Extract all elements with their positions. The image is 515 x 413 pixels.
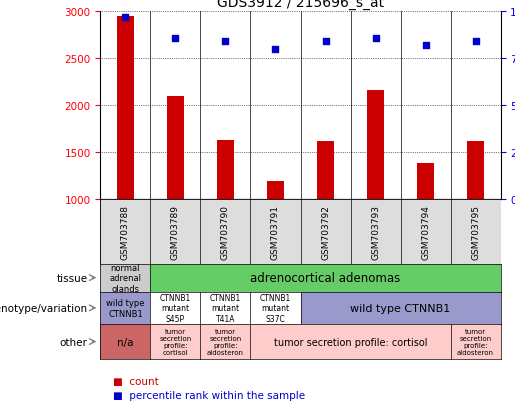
Point: [371, 36, 380, 42]
Text: wild type
CTNNB1: wild type CTNNB1: [106, 299, 145, 318]
Text: GSM703790: GSM703790: [221, 204, 230, 259]
Text: normal
adrenal
glands: normal adrenal glands: [109, 263, 142, 293]
Text: genotype/variation: genotype/variation: [0, 303, 88, 313]
Bar: [167, 97, 184, 200]
Bar: [317, 142, 334, 200]
Text: CTNNB1
mutant
S37C: CTNNB1 mutant S37C: [260, 293, 291, 323]
Bar: [217, 141, 234, 200]
Text: GSM703794: GSM703794: [421, 204, 430, 259]
Text: GSM703795: GSM703795: [471, 204, 480, 259]
Bar: [417, 163, 434, 200]
Point: [321, 39, 330, 46]
Text: GSM703789: GSM703789: [171, 204, 180, 259]
Text: wild type CTNNB1: wild type CTNNB1: [350, 303, 451, 313]
Bar: [267, 181, 284, 200]
Text: other: other: [60, 337, 88, 347]
Text: adrenocortical adenomas: adrenocortical adenomas: [250, 271, 401, 285]
Title: GDS3912 / 215696_s_at: GDS3912 / 215696_s_at: [217, 0, 384, 10]
Point: [171, 36, 180, 42]
Text: ■  percentile rank within the sample: ■ percentile rank within the sample: [113, 390, 305, 400]
Text: tumor
secretion
profile:
aldosteron: tumor secretion profile: aldosteron: [457, 328, 494, 355]
Text: tumor
secretion
profile:
aldosteron: tumor secretion profile: aldosteron: [207, 328, 244, 355]
Point: [122, 15, 130, 21]
Text: CTNNB1
mutant
T41A: CTNNB1 mutant T41A: [210, 293, 241, 323]
Bar: [467, 142, 484, 200]
Point: [421, 43, 430, 50]
Text: tumor secretion profile: cortisol: tumor secretion profile: cortisol: [274, 337, 427, 347]
Text: GSM703791: GSM703791: [271, 204, 280, 259]
Point: [471, 39, 479, 46]
Text: tumor
secretion
profile:
cortisol: tumor secretion profile: cortisol: [159, 328, 192, 355]
Point: [221, 39, 230, 46]
Text: GSM703788: GSM703788: [121, 204, 130, 259]
Text: ■  count: ■ count: [113, 376, 159, 386]
Text: tissue: tissue: [57, 273, 88, 283]
Bar: [367, 91, 384, 200]
Point: [271, 47, 280, 53]
Text: GSM703793: GSM703793: [371, 204, 380, 259]
Text: n/a: n/a: [117, 337, 134, 347]
Text: CTNNB1
mutant
S45P: CTNNB1 mutant S45P: [160, 293, 191, 323]
Text: GSM703792: GSM703792: [321, 204, 330, 259]
Bar: [117, 17, 134, 200]
